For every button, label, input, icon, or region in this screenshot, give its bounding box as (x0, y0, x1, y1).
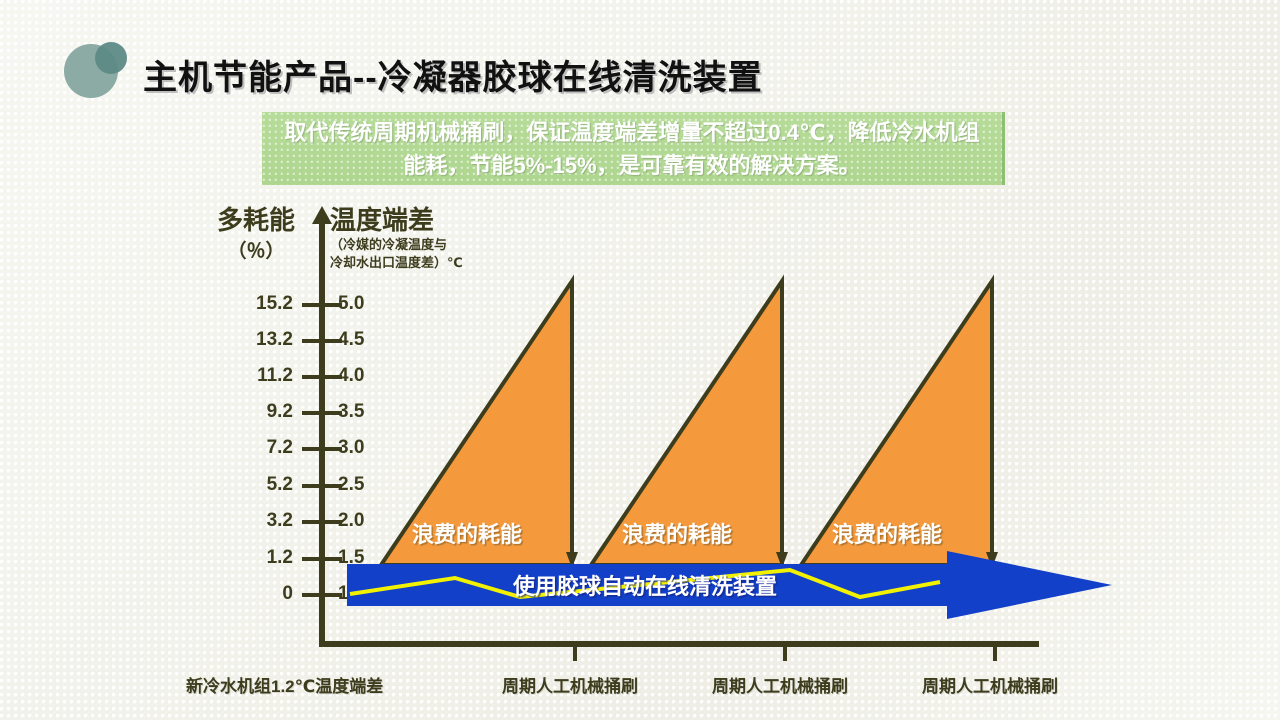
y-tick-label-right: 2.0 (338, 510, 365, 531)
y-tick-label-left: 3.2 (266, 510, 293, 531)
x-tick-mark (783, 641, 787, 661)
triangle-label-2: 浪费的耗能 (622, 522, 733, 547)
x-axis-caption-1: 周期人工机械捅刷 (502, 677, 638, 696)
triangle-label-3: 浪费的耗能 (832, 522, 943, 547)
y-tick-label-left: 11.2 (257, 365, 293, 386)
y-tick-label-right: 3.5 (338, 401, 365, 422)
y-tick-label-right: 1.2 (338, 583, 365, 604)
callout-text: 取代传统周期机械捅刷，保证温度端差增量不超过0.4℃，降低冷水机组能耗，节能5%… (284, 119, 980, 178)
drop-arrow-icon-3 (986, 552, 998, 568)
y-tick-label-left: 7.2 (266, 437, 293, 458)
y-axis-left-title: 多耗能 (216, 205, 295, 235)
y-tick-mark (302, 411, 342, 415)
x-axis-caption-2: 周期人工机械捅刷 (712, 677, 848, 696)
drop-arrow-icon-2 (776, 552, 788, 568)
y-tick-label-right: 4.5 (338, 329, 365, 350)
y-tick-label-right: 4.0 (338, 365, 365, 386)
y-tick-mark (302, 557, 342, 561)
y-tick-mark (302, 339, 342, 343)
y-tick-label-left: 9.2 (266, 401, 293, 422)
decorative-circle-small (95, 42, 127, 74)
y-tick-label-left: 13.2 (256, 329, 293, 350)
y-tick-mark (302, 520, 342, 524)
y-axis-right-subtitle-line1: （冷媒的冷凝温度与 (330, 237, 448, 252)
x-axis-caption-3: 周期人工机械捅刷 (922, 677, 1058, 696)
y-tick-mark (302, 593, 342, 597)
y-tick-label-right: 5.0 (338, 293, 365, 314)
y-axis-line (319, 222, 325, 646)
page-title: 主机节能产品--冷凝器胶球在线清洗装置 (143, 59, 763, 97)
solution-arrow-label: 使用胶球自动在线清洗装置 (513, 574, 778, 599)
y-tick-label-right: 2.5 (338, 474, 365, 495)
y-axis-right-subtitle-line2: 冷却水出口温度差）℃ (330, 255, 463, 270)
x-axis-caption-0: 新冷水机组1.2℃温度端差 (186, 677, 384, 696)
y-axis-left-unit: （％） (227, 241, 285, 262)
x-tick-mark (573, 641, 577, 661)
y-tick-mark (302, 447, 342, 451)
y-tick-label-left: 15.2 (256, 293, 293, 314)
y-tick-label-right: 3.0 (338, 437, 365, 458)
y-tick-mark (302, 484, 342, 488)
y-axis-right-subtitle: （冷媒的冷凝温度与 冷却水出口温度差）℃ (330, 236, 463, 272)
y-tick-label-left: 1.2 (266, 547, 293, 568)
x-axis-line (319, 641, 1039, 647)
y-tick-label-left: 0 (282, 583, 293, 604)
y-tick-mark (302, 375, 342, 379)
y-axis-arrow-icon (312, 206, 332, 224)
y-tick-label-left: 5.2 (266, 474, 293, 495)
x-tick-mark (993, 641, 997, 661)
y-axis-right-title: 温度端差 (330, 205, 435, 235)
y-tick-mark (302, 303, 342, 307)
callout-box: 取代传统周期机械捅刷，保证温度端差增量不超过0.4℃，降低冷水机组能耗，节能5%… (262, 112, 1005, 185)
triangle-label-1: 浪费的耗能 (412, 522, 523, 547)
drop-arrow-icon-1 (566, 552, 578, 568)
y-tick-label-right: 1.5 (338, 547, 365, 568)
